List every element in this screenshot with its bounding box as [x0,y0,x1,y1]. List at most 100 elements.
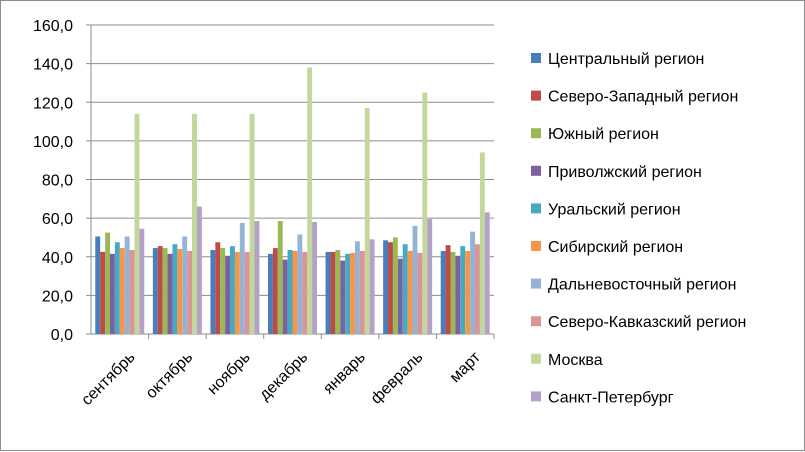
bar-уральский-регион-январь [345,253,351,334]
legend-label: Москва [548,352,603,369]
x-tick-label: март [447,348,485,386]
legend-swatch [531,316,541,327]
bar-санкт-петербург-март [484,212,490,334]
legend-swatch [531,90,541,101]
bar-москва-январь [364,108,370,334]
legend-item: Южный регион [531,126,659,143]
y-tick-label: 160,0 [33,18,73,35]
legend-swatch [531,353,541,364]
bar-приволжский-регион-декабрь [282,259,288,334]
bar-москва-декабрь [307,67,313,335]
legend-item: Уральский регион [531,201,681,218]
x-tick-label: декабрь [256,349,311,404]
bar-уральский-регион-ноябрь [230,246,235,334]
bar-сибирский-регион-январь [350,252,355,334]
x-tick-label: октябрь [143,349,196,402]
bar-южный-регион-январь [335,249,341,334]
bar-центральный-регион-январь [325,251,331,334]
bar-дальневосточный-регион-март [470,231,476,334]
bar-сибирский-регион-ноябрь [234,251,240,334]
legend-label: Северо-Кавказский регион [548,314,746,331]
bar-северо-кавказский-регион-февраль [417,252,423,334]
bar-санкт-петербург-ноябрь [254,221,260,334]
bar-уральский-регион-декабрь [287,249,293,334]
legend-item: Центральный регион [531,51,704,68]
bar-северо-западный-регион-ноябрь [215,242,221,334]
y-tick-label: 140,0 [33,57,73,74]
bar-москва-сентябрь [134,113,140,334]
bar-северо-западный-регион-октябрь [157,246,163,334]
bar-приволжский-регион-февраль [397,258,403,334]
legend-label: Приволжский регион [548,164,702,181]
bar-дальневосточный-регион-декабрь [297,234,303,334]
bar-южный-регион-февраль [392,237,398,334]
bar-уральский-регион-февраль [402,244,408,334]
bar-уральский-регион-март [460,246,466,334]
bar-северо-западный-регион-январь [330,251,336,334]
bar-приволжский-регион-сентябрь [109,253,115,334]
bar-северо-западный-регион-февраль [388,242,393,334]
bar-центральный-регион-октябрь [152,248,158,334]
bar-москва-февраль [422,92,428,334]
bar-северо-западный-регион-декабрь [272,248,278,334]
bar-северо-кавказский-регион-март [475,244,480,334]
legend-swatch [531,128,541,139]
bar-москва-октябрь [192,113,197,334]
bar-сибирский-регион-октябрь [177,249,183,334]
bar-дальневосточный-регион-февраль [412,225,418,334]
bar-северо-кавказский-регион-январь [359,250,365,334]
plot-area: 0,0 20,0 40,0 60,0 80,0 100,0 120,0 140,0 160,0 с… [33,18,495,409]
bar-центральный-регион-ноябрь [210,249,216,334]
bar-дальневосточный-регион-сентябрь [124,236,130,334]
bar-северо-западный-регион-сентябрь [100,251,106,334]
bar-центральный-регион-сентябрь [95,236,101,334]
bar-дальневосточный-регион-октябрь [182,236,188,334]
x-tick-label: сентябрь [78,349,138,409]
bar-сибирский-регион-февраль [407,250,413,334]
legend-swatch [531,53,541,63]
legend-item: Санкт-Петербург [531,389,674,406]
y-tick-label: 100,0 [33,134,73,151]
bar-южный-регион-декабрь [277,221,283,334]
bar-северо-кавказский-регион-ноябрь [244,251,250,334]
bar-южный-регион-март [450,251,456,334]
bar-южный-регион-ноябрь [220,248,226,334]
y-tick-label: 120,0 [33,95,73,112]
bar-северо-кавказский-регион-сентябрь [129,249,135,334]
bar-санкт-петербург-февраль [427,219,433,334]
y-tick-label: 0,0 [51,327,73,344]
legend-label: Южный регион [548,126,659,143]
bar-северо-кавказский-регион-декабрь [302,251,308,334]
legend-swatch [531,391,541,402]
bar-санкт-петербург-сентябрь [139,228,145,334]
bar-южный-регион-сентябрь [105,232,110,334]
legend-item: Северо-Кавказский регион [531,314,746,331]
bar-приволжский-регион-ноябрь [225,255,231,334]
bar-северо-западный-регион-март [445,245,451,334]
x-tick-label: ноябрь [204,349,253,398]
y-tick-label: 80,0 [42,173,73,190]
bar-приволжский-регион-март [455,255,461,334]
bar-санкт-петербург-январь [369,239,375,334]
legend-swatch [531,278,541,289]
legend-swatch [531,203,541,214]
bar-дальневосточный-регион-январь [354,241,360,334]
legend-label: Санкт-Петербург [548,389,674,406]
bar-северо-кавказский-регион-октябрь [187,250,193,334]
legend: Центральный регион Северо-Западный регион… [531,51,746,406]
legend-swatch [531,241,541,251]
bar-уральский-регион-октябрь [172,244,178,334]
y-tick-label: 20,0 [42,288,73,305]
bar-москва-март [479,152,485,334]
bar-центральный-регион-декабрь [268,253,273,334]
legend-label: Северо-Западный регион [548,89,738,106]
bar-санкт-петербург-декабрь [312,221,317,334]
y-tick-label: 60,0 [42,211,73,228]
bar-центральный-регион-февраль [383,240,389,334]
bar-приволжский-регион-январь [340,260,346,334]
legend-swatch [531,165,541,176]
bar-уральский-регион-сентябрь [114,242,120,334]
bar-санкт-петербург-октябрь [196,206,202,334]
